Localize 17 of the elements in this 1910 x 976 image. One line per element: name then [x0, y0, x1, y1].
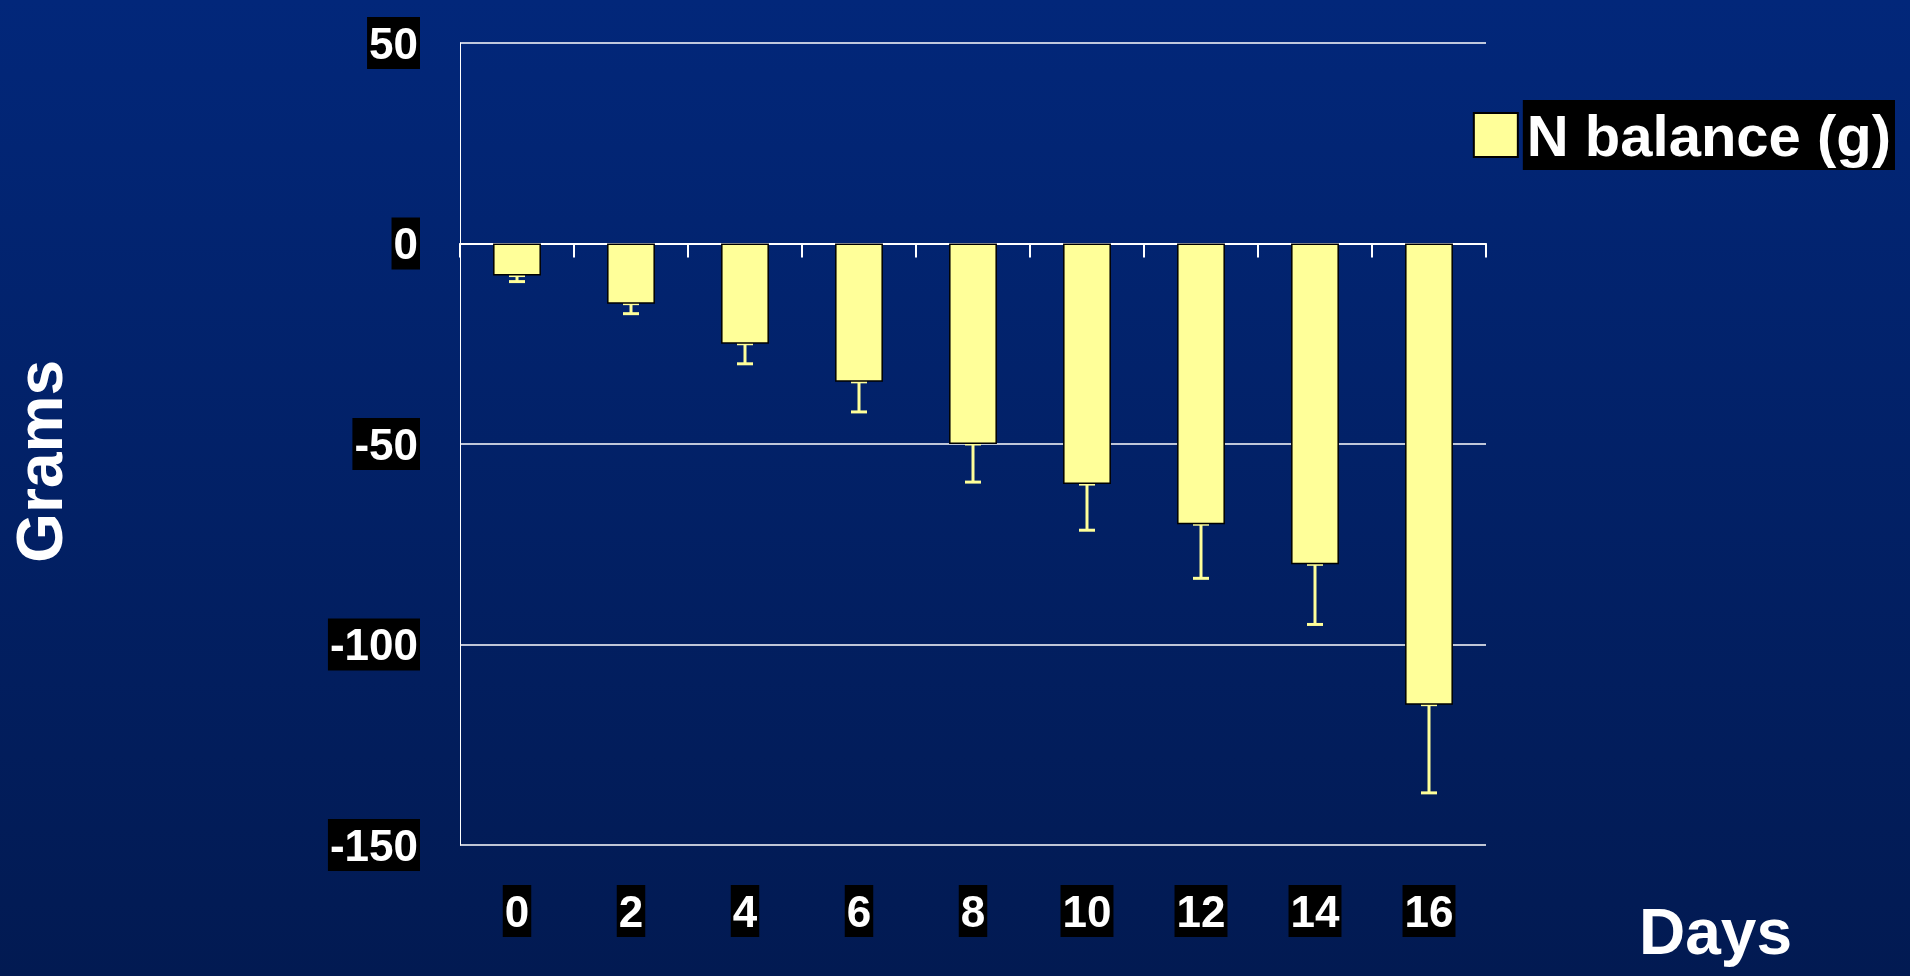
y-tick-label: -50 [354, 419, 418, 469]
x-tick-label: 12 [1176, 886, 1226, 936]
x-tick-label: 4 [732, 886, 758, 936]
y-tick-label: -100 [329, 620, 418, 669]
y-tick-label: 50 [369, 18, 418, 68]
x-tick-label: 6 [846, 886, 872, 936]
x-tick-label: 10 [1062, 886, 1112, 936]
x-axis-title: Days [1639, 896, 1792, 968]
y-tick-label: -150 [329, 820, 418, 870]
x-tick-label: 14 [1290, 886, 1340, 936]
y-tick-label: 0 [393, 219, 418, 268]
x-tick-label: 0 [504, 886, 530, 936]
x-tick-label: 8 [960, 886, 986, 936]
legend-label: N balance (g) [1526, 102, 1891, 168]
x-tick-label: 16 [1404, 886, 1454, 936]
x-tick-label: 2 [618, 886, 644, 936]
y-axis-title: Grams [4, 360, 76, 563]
